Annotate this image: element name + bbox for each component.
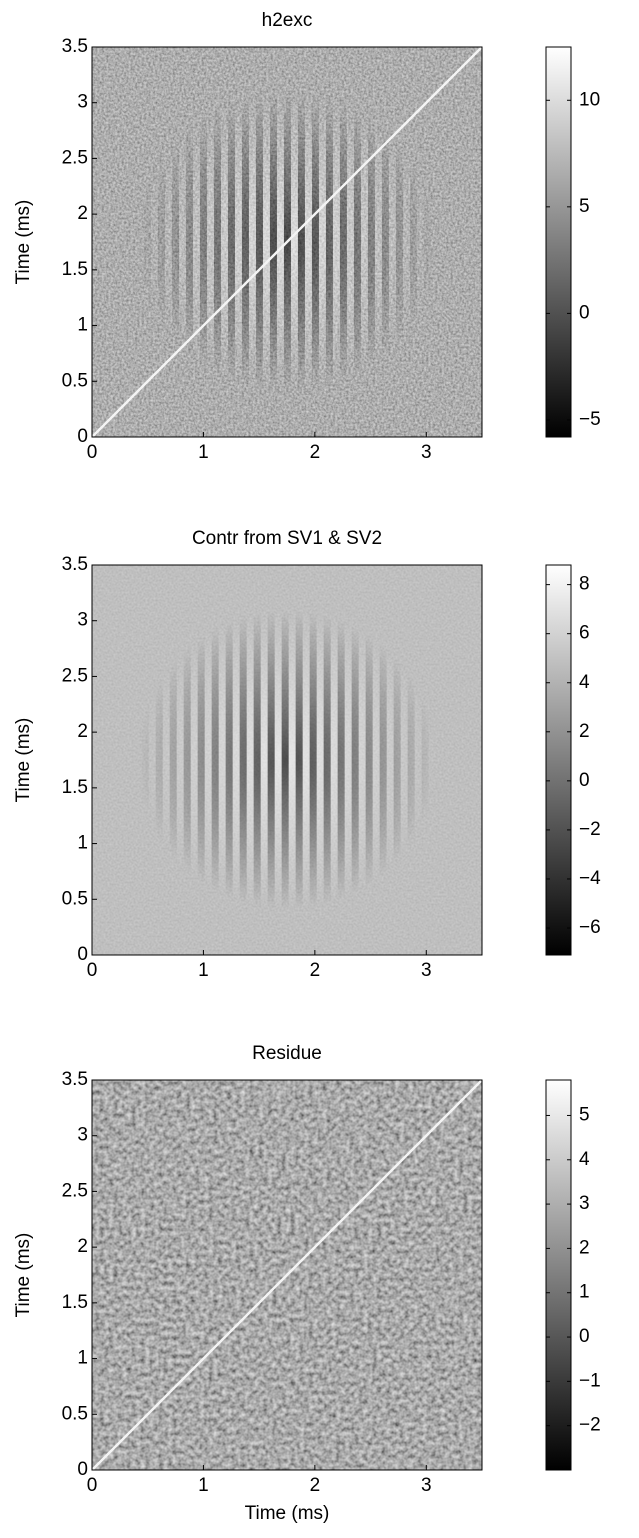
colorbar-tick-label: 5 — [579, 1104, 590, 1125]
colorbar-tick-label: 0 — [579, 770, 590, 791]
x-tick-label: 2 — [310, 442, 321, 463]
y-tick-label: 1 — [77, 1348, 88, 1369]
y-tick-label: 3.5 — [62, 1069, 88, 1090]
colorbar-tick-label: 4 — [579, 672, 590, 693]
y-tick-label: 2 — [77, 1236, 88, 1257]
x-tick-label: 3 — [421, 1475, 432, 1496]
plot-frame — [91, 564, 483, 956]
x-tick-label: 2 — [310, 960, 321, 981]
y-tick-label: 1.5 — [62, 777, 88, 798]
x-tick-label: 1 — [198, 1475, 209, 1496]
y-tick-label: 2 — [77, 721, 88, 742]
heatmap-diagonal — [91, 1079, 483, 1471]
y-tick-label: 2.5 — [62, 1180, 88, 1201]
y-axis-label: Time (ms) — [13, 718, 34, 803]
y-tick-label: 0.5 — [62, 1403, 88, 1424]
y-tick-label: 3.5 — [62, 36, 88, 57]
colorbar — [545, 564, 572, 956]
colorbar-tick-label: 5 — [579, 196, 590, 217]
colorbar-tick-label: 0 — [579, 1326, 590, 1347]
colorbar-tick-label: 3 — [579, 1193, 590, 1214]
y-tick-label: 1.5 — [62, 259, 88, 280]
colorbar-tick-label: 0 — [579, 302, 590, 323]
colorbar-tick-label: 1 — [579, 1282, 590, 1303]
y-tick-label: 3 — [77, 92, 88, 113]
chart-title: h2exc — [262, 10, 313, 31]
y-tick-label: 3 — [77, 1125, 88, 1146]
colorbar — [545, 1079, 572, 1471]
x-tick-label: 0 — [87, 442, 98, 463]
colorbar-tick-label: −1 — [579, 1370, 601, 1391]
y-tick-label: 2.5 — [62, 665, 88, 686]
plot-frame — [91, 1079, 483, 1471]
chart-title: Contr from SV1 & SV2 — [192, 528, 382, 549]
colorbar-tick-label: 2 — [579, 721, 590, 742]
colorbar-tick-label: −2 — [579, 1415, 601, 1436]
colorbar-tick-label: 4 — [579, 1149, 590, 1170]
colorbar-tick-label: −2 — [579, 819, 601, 840]
y-tick-label: 2.5 — [62, 147, 88, 168]
heatmap-diagonal — [91, 46, 483, 438]
colorbar — [545, 46, 572, 438]
y-tick-label: 2 — [77, 203, 88, 224]
x-tick-label: 2 — [310, 1475, 321, 1496]
x-tick-label: 0 — [87, 960, 98, 981]
y-tick-label: 1.5 — [62, 1292, 88, 1313]
y-tick-label: 1 — [77, 315, 88, 336]
x-tick-label: 1 — [198, 442, 209, 463]
y-tick-label: 1 — [77, 833, 88, 854]
x-tick-label: 3 — [421, 442, 432, 463]
colorbar-tick-label: −5 — [579, 409, 601, 430]
y-tick-label: 0 — [77, 426, 88, 447]
y-tick-label: 0 — [77, 1459, 88, 1480]
colorbar-tick-label: 2 — [579, 1237, 590, 1258]
y-tick-label: 0.5 — [62, 370, 88, 391]
colorbar-tick-label: −4 — [579, 868, 601, 889]
y-tick-label: 0.5 — [62, 888, 88, 909]
y-axis-label: Time (ms) — [13, 200, 34, 285]
colorbar-tick-label: −6 — [579, 917, 601, 938]
colorbar-tick-label: 6 — [579, 623, 590, 644]
colorbar-tick-label: 8 — [579, 574, 590, 595]
x-tick-label: 1 — [198, 960, 209, 981]
x-axis-label: Time (ms) — [245, 1503, 330, 1524]
y-tick-label: 3 — [77, 610, 88, 631]
chart-title: Residue — [252, 1043, 322, 1064]
y-axis-label: Time (ms) — [13, 1233, 34, 1318]
x-tick-label: 3 — [421, 960, 432, 981]
colorbar-tick-label: 10 — [579, 89, 600, 110]
y-tick-label: 3.5 — [62, 554, 88, 575]
x-tick-label: 0 — [87, 1475, 98, 1496]
y-tick-label: 0 — [77, 944, 88, 965]
plot-frame — [91, 46, 483, 438]
